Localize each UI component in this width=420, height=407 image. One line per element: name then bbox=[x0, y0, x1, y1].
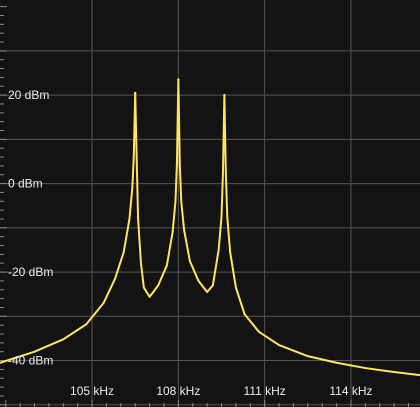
data-point bbox=[129, 218, 131, 220]
data-point bbox=[137, 218, 139, 220]
data-point bbox=[85, 323, 87, 325]
data-point bbox=[133, 156, 135, 158]
data-point bbox=[212, 284, 214, 286]
data-point bbox=[225, 172, 227, 174]
data-point bbox=[131, 187, 133, 189]
data-point bbox=[336, 362, 338, 364]
data-point bbox=[226, 216, 228, 218]
data-point bbox=[206, 291, 208, 293]
data-point bbox=[218, 249, 220, 251]
data-point bbox=[176, 163, 178, 165]
data-point bbox=[183, 229, 185, 231]
data-point bbox=[62, 338, 64, 340]
data-point bbox=[393, 371, 395, 373]
data-point bbox=[123, 251, 125, 253]
data-point bbox=[258, 331, 260, 333]
peak-marker-1 bbox=[177, 78, 179, 80]
data-point bbox=[244, 313, 246, 315]
x-tick-label: 108 kHz bbox=[156, 384, 200, 398]
peak-marker-0 bbox=[134, 92, 136, 94]
data-point bbox=[34, 351, 36, 353]
data-point bbox=[157, 284, 159, 286]
data-point bbox=[140, 262, 142, 264]
data-point bbox=[235, 287, 237, 289]
data-point bbox=[175, 200, 177, 202]
data-point bbox=[166, 265, 168, 267]
data-point bbox=[136, 156, 138, 158]
y-tick-label: -20 dBm bbox=[8, 265, 53, 279]
data-point bbox=[278, 344, 280, 346]
y-tick-label: -40 dBm bbox=[8, 354, 53, 368]
data-point bbox=[198, 280, 200, 282]
data-point bbox=[149, 296, 151, 298]
data-point bbox=[189, 260, 191, 262]
x-tick-label: 114 kHz bbox=[329, 384, 372, 398]
peak-marker-2 bbox=[223, 94, 225, 96]
data-point bbox=[179, 163, 181, 165]
data-point bbox=[221, 216, 223, 218]
data-point bbox=[307, 355, 309, 357]
data-point bbox=[114, 278, 116, 280]
data-point bbox=[180, 200, 182, 202]
data-point bbox=[364, 367, 366, 369]
data-point bbox=[172, 231, 174, 233]
x-tick-label: 105 kHz bbox=[70, 384, 114, 398]
y-tick-label: 20 dBm bbox=[8, 88, 49, 102]
y-tick-label: 0 dBm bbox=[8, 177, 43, 191]
data-point bbox=[222, 172, 224, 174]
x-tick-label: 111 kHz bbox=[244, 384, 286, 398]
data-point bbox=[229, 251, 231, 253]
data-point bbox=[143, 287, 145, 289]
data-point bbox=[103, 302, 105, 304]
